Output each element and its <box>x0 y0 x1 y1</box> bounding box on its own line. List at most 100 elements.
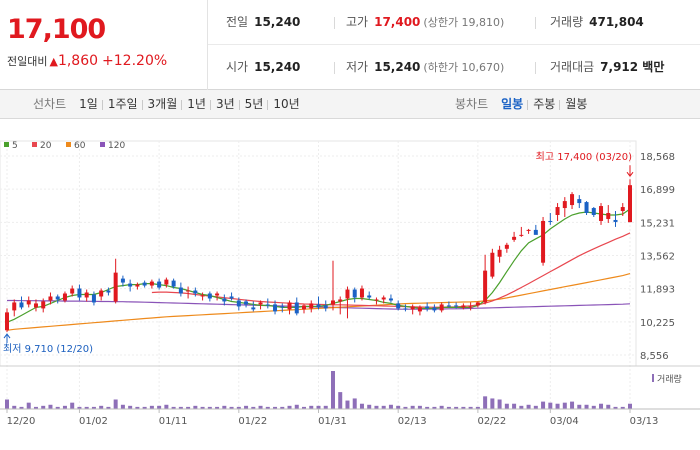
divider <box>535 62 536 74</box>
candle-body <box>533 229 538 235</box>
candle <box>157 278 162 290</box>
candle <box>55 294 60 304</box>
volume-bar <box>280 406 285 409</box>
candle <box>309 300 314 313</box>
candle <box>113 258 118 304</box>
y-tick-label: 16,899 <box>640 185 675 196</box>
y-tick-label: 8,556 <box>640 351 669 362</box>
candle <box>77 284 82 301</box>
candle-body <box>244 301 249 305</box>
volume-bar <box>135 406 140 409</box>
volume-bar <box>193 405 198 409</box>
candle <box>345 286 350 319</box>
candle-body <box>396 303 401 309</box>
candle-body <box>381 297 386 300</box>
candle-body <box>55 296 60 300</box>
change-label: 전일대비 <box>7 55 48 68</box>
y-tick-label: 18,568 <box>640 152 675 163</box>
candle-weekly-button[interactable]: 주봉 <box>527 90 560 119</box>
high-value: 17,400 <box>374 15 421 29</box>
volume-bar <box>345 400 350 409</box>
volume-bar <box>403 406 408 409</box>
candle-body <box>280 306 285 308</box>
high-annotation: 최고 17,400 (03/20) <box>536 151 632 163</box>
candle <box>403 304 408 312</box>
volume-bar <box>200 406 205 409</box>
volume-bar <box>468 406 473 409</box>
volume-bar <box>19 406 24 409</box>
candle-body <box>330 300 335 305</box>
candle-body <box>113 272 118 302</box>
candle-body <box>425 306 430 309</box>
candle <box>374 297 379 305</box>
volume-legend-swatch <box>652 374 654 382</box>
period-3y-button[interactable]: 3년 <box>209 90 240 119</box>
candle <box>120 275 125 287</box>
candle-body <box>84 292 89 298</box>
volume-bar <box>215 406 220 409</box>
candle-body <box>454 305 459 307</box>
open-value: 15,240 <box>254 60 301 74</box>
candle <box>19 296 24 310</box>
candle <box>439 302 444 313</box>
candle-body <box>541 220 546 263</box>
volume-label: 거래량 <box>657 373 682 385</box>
stock-chart[interactable]: 5 20 60 120 18,56816,89915,23113,56211,8931… <box>0 119 700 450</box>
low-arrow-head <box>3 333 11 339</box>
candle-monthly-button[interactable]: 월봉 <box>559 90 592 119</box>
candle <box>12 299 17 317</box>
candle-body <box>446 305 451 307</box>
volume-bar <box>490 398 495 409</box>
volume-bar <box>229 406 234 409</box>
candle-body <box>352 289 357 298</box>
period-5y-button[interactable]: 5년 <box>238 90 269 119</box>
candle-body <box>273 304 278 312</box>
x-tick-label: 01/02 <box>79 416 108 427</box>
candle-body <box>302 305 307 310</box>
candle <box>410 304 415 315</box>
period-3m-button[interactable]: 3개월 <box>141 90 183 119</box>
high-label: 고가 <box>346 15 369 29</box>
legend-swatch <box>100 142 105 147</box>
legend: 5 20 60 120 <box>4 141 125 151</box>
candle <box>570 192 575 210</box>
volume-bar <box>302 406 307 409</box>
period-1d-button[interactable]: 1일 <box>79 97 98 111</box>
volume-bar <box>526 404 531 409</box>
volume-bar <box>99 405 104 409</box>
candle-body <box>577 199 582 204</box>
volume-bar <box>41 405 46 409</box>
candle-body <box>359 288 364 298</box>
candle-body <box>599 206 604 221</box>
candle-body <box>490 252 495 277</box>
y-axis: 18,568 16,899 15,231 13,562 11,893 10,225 8,55… <box>640 152 675 362</box>
volume-bar <box>106 406 111 409</box>
candle-body <box>294 302 299 314</box>
volume-bar <box>359 403 364 409</box>
period-10y-button[interactable]: 10년 <box>267 90 304 119</box>
legend-swatch <box>4 142 9 147</box>
candle-body <box>461 305 466 308</box>
candle <box>207 291 212 302</box>
x-tick-label: 02/22 <box>477 416 506 427</box>
volume-bar <box>504 403 509 409</box>
candle <box>142 280 147 288</box>
volume-panel: 거래량 <box>0 365 700 409</box>
candle-body <box>628 185 632 223</box>
candle-body <box>12 302 17 311</box>
candle-daily-button[interactable]: 일봉 <box>501 97 524 111</box>
candle <box>367 291 372 300</box>
candle-body <box>135 284 140 287</box>
volume-bar <box>454 406 459 409</box>
candle <box>396 300 401 311</box>
x-tick-label: 03/13 <box>630 416 659 427</box>
candle-body <box>70 288 75 294</box>
candle <box>164 277 169 288</box>
period-1w-button[interactable]: 1주일 <box>101 90 143 119</box>
candle <box>287 300 292 315</box>
candle <box>606 205 611 223</box>
volume-bar <box>323 405 328 409</box>
period-1y-button[interactable]: 1년 <box>181 90 211 119</box>
candle <box>33 299 38 312</box>
legend-swatch <box>66 142 71 147</box>
